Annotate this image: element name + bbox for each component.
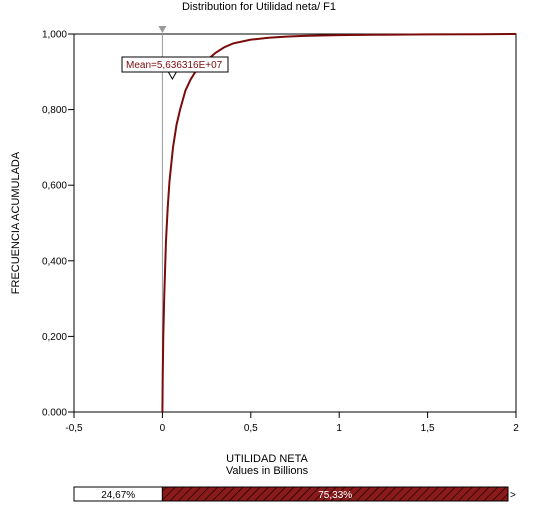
- x-tick-label: 1,5: [421, 423, 435, 434]
- y-tick-label: 0,800: [42, 105, 67, 116]
- probability-right-label: 75,33%: [318, 490, 352, 501]
- delimiter-handle[interactable]: [158, 26, 167, 33]
- x-axis: -0,5 0 0,5 1 1,5 2: [65, 412, 519, 434]
- y-tick-label: 0,200: [42, 332, 67, 343]
- probability-left-label: 24,67%: [101, 490, 135, 501]
- probability-bar-arrow: >: [510, 490, 516, 501]
- y-tick-label: 1,000: [42, 30, 67, 41]
- plot-area: [73, 33, 517, 413]
- x-tick-label: 0: [160, 423, 166, 434]
- x-axis-sublabel: Values in Billions: [226, 465, 309, 477]
- y-tick-label: 0,400: [42, 256, 67, 267]
- x-axis-label: UTILIDAD NETA: [226, 453, 308, 465]
- y-axis: 0.000 0,200 0,400 0,600 0,800 1,000: [42, 30, 74, 419]
- y-tick-label: 0,600: [42, 181, 67, 192]
- chart-title: Distribution for Utilidad neta/ F1: [182, 1, 336, 13]
- x-tick-label: -0,5: [65, 423, 83, 434]
- mean-marker-triangle: [167, 71, 178, 81]
- x-tick-label: 1: [336, 423, 342, 434]
- probability-bar-right: [161, 486, 509, 502]
- x-tick-label: 0,5: [244, 423, 258, 434]
- mean-annotation: Mean=5,636316E+07: [121, 56, 229, 81]
- y-tick-label: 0.000: [42, 408, 67, 419]
- y-axis-label: FRECUENCIA ACUMULADA: [10, 151, 22, 294]
- probability-bar: 24,67% 75,33% >: [73, 486, 516, 502]
- x-tick-label: 2: [513, 423, 519, 434]
- mean-label: Mean=5,636316E+07: [126, 60, 223, 71]
